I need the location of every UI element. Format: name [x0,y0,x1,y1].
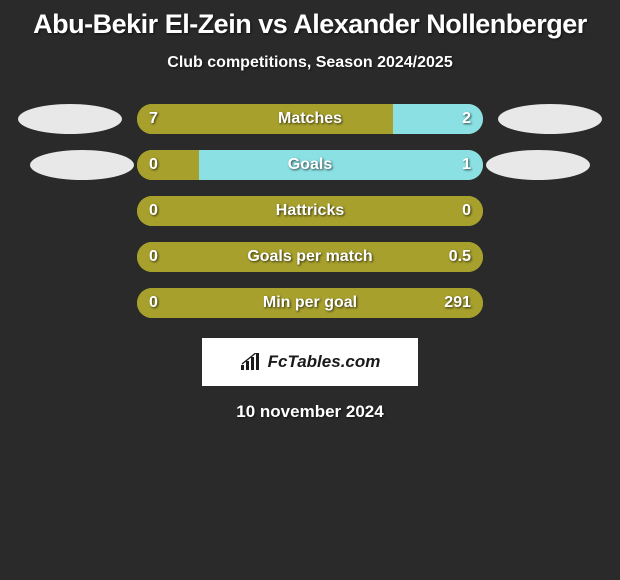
player2-bar-segment [199,150,483,180]
player1-bar-segment [137,150,199,180]
player2-value: 2 [462,110,471,128]
brand-badge[interactable]: FcTables.com [202,338,418,386]
player2-value: 0.5 [449,248,471,266]
comparison-card: Abu-Bekir El-Zein vs Alexander Nollenber… [0,0,620,422]
brand-text: FcTables.com [268,352,381,372]
player1-value: 0 [149,156,158,174]
player1-ellipse [18,104,122,134]
player1-value: 7 [149,110,158,128]
stat-label: Hattricks [276,202,344,220]
stat-label: Min per goal [263,294,357,312]
stat-row: 7 2 Matches [10,104,610,134]
stat-row: 0 0 Hattricks [10,196,610,226]
player1-bar-segment [137,104,393,134]
stat-row: 0 0.5 Goals per match [10,242,610,272]
stat-bar: 0 1 Goals [137,150,483,180]
player1-ellipse [30,150,134,180]
stats-area: 7 2 Matches 0 1 Goals 0 0 Hattricks 0 0.5 Goals per… [10,104,610,318]
player2-value: 0 [462,202,471,220]
stat-label: Goals [288,156,332,174]
stat-bar: 0 0.5 Goals per match [137,242,483,272]
stat-label: Goals per match [247,248,372,266]
player2-value: 1 [462,156,471,174]
player2-ellipse [498,104,602,134]
player2-ellipse [486,150,590,180]
stat-bar: 7 2 Matches [137,104,483,134]
stat-row: 0 1 Goals [10,150,610,180]
stat-row: 0 291 Min per goal [10,288,610,318]
stat-label: Matches [278,110,342,128]
player1-value: 0 [149,202,158,220]
stat-bar: 0 0 Hattricks [137,196,483,226]
stat-bar: 0 291 Min per goal [137,288,483,318]
subtitle: Club competitions, Season 2024/2025 [10,54,610,72]
player1-value: 0 [149,248,158,266]
player2-value: 291 [444,294,471,312]
player1-value: 0 [149,294,158,312]
chart-icon [240,353,262,371]
date-text: 10 november 2024 [10,402,610,422]
page-title: Abu-Bekir El-Zein vs Alexander Nollenber… [10,8,610,40]
